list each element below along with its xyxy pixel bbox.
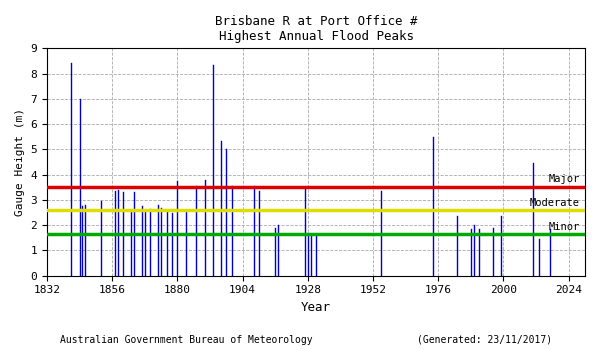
Text: (Generated: 23/11/2017): (Generated: 23/11/2017): [417, 335, 552, 345]
Title: Brisbane R at Port Office #
Highest Annual Flood Peaks: Brisbane R at Port Office # Highest Annu…: [215, 15, 417, 43]
Text: Moderate: Moderate: [530, 197, 580, 208]
Y-axis label: Gauge Height (m): Gauge Height (m): [15, 108, 25, 216]
Text: Australian Government Bureau of Meteorology: Australian Government Bureau of Meteorol…: [60, 335, 313, 345]
Text: Major: Major: [548, 174, 580, 183]
X-axis label: Year: Year: [301, 301, 331, 314]
Text: Minor: Minor: [548, 222, 580, 232]
